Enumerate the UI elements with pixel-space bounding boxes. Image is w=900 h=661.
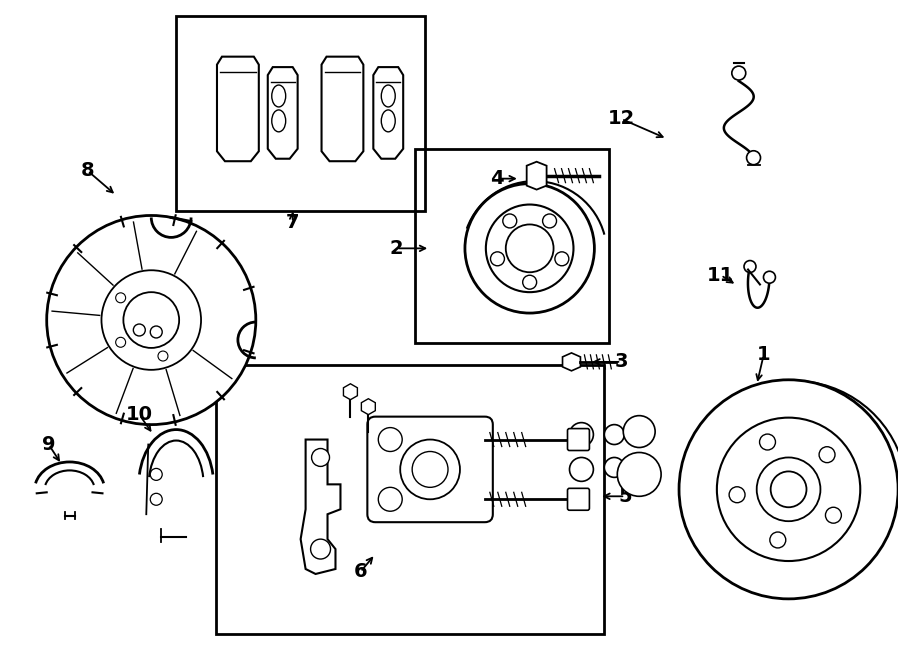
Text: 4: 4	[490, 169, 504, 188]
Circle shape	[506, 225, 554, 272]
Bar	[176, 17, 425, 210]
Circle shape	[400, 440, 460, 499]
Circle shape	[717, 418, 860, 561]
Circle shape	[310, 539, 330, 559]
Circle shape	[133, 324, 145, 336]
FancyBboxPatch shape	[367, 416, 493, 522]
Circle shape	[465, 184, 594, 313]
Ellipse shape	[272, 85, 285, 107]
Text: 10: 10	[126, 405, 153, 424]
Circle shape	[624, 416, 655, 447]
Circle shape	[555, 252, 569, 266]
Text: 9: 9	[42, 435, 56, 454]
Circle shape	[617, 453, 662, 496]
Circle shape	[47, 215, 256, 424]
Polygon shape	[321, 57, 364, 161]
Circle shape	[102, 270, 201, 370]
Polygon shape	[268, 67, 298, 159]
Circle shape	[116, 293, 126, 303]
Circle shape	[744, 260, 756, 272]
Bar	[216, 365, 604, 634]
FancyBboxPatch shape	[568, 428, 590, 451]
Circle shape	[378, 487, 402, 511]
Text: 12: 12	[608, 109, 634, 128]
Circle shape	[116, 337, 126, 347]
Circle shape	[770, 471, 806, 507]
Ellipse shape	[272, 110, 285, 132]
Polygon shape	[362, 399, 375, 414]
Circle shape	[819, 447, 835, 463]
Circle shape	[732, 66, 746, 80]
Circle shape	[311, 449, 329, 467]
Circle shape	[158, 351, 168, 361]
Circle shape	[543, 214, 556, 228]
Circle shape	[729, 486, 745, 503]
Circle shape	[150, 469, 162, 481]
Circle shape	[412, 451, 448, 487]
Text: 6: 6	[354, 563, 367, 582]
Polygon shape	[562, 353, 580, 371]
Text: 2: 2	[390, 239, 403, 258]
Circle shape	[150, 493, 162, 505]
Circle shape	[570, 457, 593, 481]
Circle shape	[760, 434, 776, 450]
Circle shape	[570, 422, 593, 447]
Polygon shape	[344, 384, 357, 400]
Ellipse shape	[382, 110, 395, 132]
Circle shape	[825, 507, 842, 524]
Ellipse shape	[382, 85, 395, 107]
Circle shape	[486, 204, 573, 292]
Polygon shape	[374, 67, 403, 159]
Circle shape	[763, 271, 776, 283]
Circle shape	[503, 214, 517, 228]
Bar	[415, 149, 609, 343]
FancyBboxPatch shape	[568, 488, 590, 510]
Circle shape	[747, 151, 760, 165]
Circle shape	[378, 428, 402, 451]
Circle shape	[523, 275, 536, 289]
Circle shape	[757, 457, 821, 521]
Text: 5: 5	[618, 486, 632, 506]
Text: 11: 11	[707, 266, 734, 285]
Polygon shape	[217, 57, 259, 161]
Text: 8: 8	[81, 161, 94, 180]
Polygon shape	[301, 440, 340, 574]
Circle shape	[604, 457, 625, 477]
Circle shape	[491, 252, 504, 266]
Circle shape	[770, 532, 786, 548]
Text: 1: 1	[757, 346, 770, 364]
Text: 7: 7	[286, 213, 300, 232]
Circle shape	[123, 292, 179, 348]
Text: 3: 3	[615, 352, 628, 371]
Polygon shape	[526, 162, 546, 190]
Circle shape	[604, 424, 625, 444]
Circle shape	[679, 380, 898, 599]
Circle shape	[150, 326, 162, 338]
